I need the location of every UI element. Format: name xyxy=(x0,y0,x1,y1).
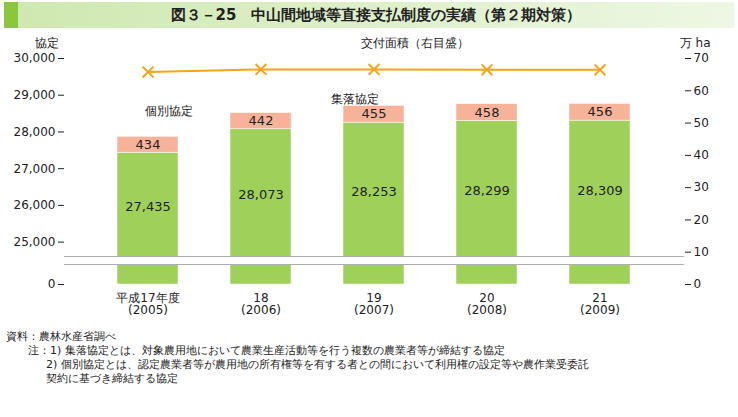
svg-text:30: 30 xyxy=(694,180,709,194)
svg-text:40: 40 xyxy=(694,148,709,162)
svg-text:28,299: 28,299 xyxy=(464,183,510,198)
html-text:図３－25 中山間地域等直接支払制度の実績（第２期対策）: 図３－25 中山間地域等直接支払制度の実績（第２期対策） xyxy=(170,6,582,24)
svg-text:27,000: 27,000 xyxy=(14,162,56,176)
html-text:注：1) 集落協定とは、対象農用地において農業生産活動等を行: 注：1) 集落協定とは、対象農用地において農業生産活動等を行う複数の農業者等が締… xyxy=(28,344,505,357)
svg-text:50: 50 xyxy=(694,116,709,130)
svg-text:28,073: 28,073 xyxy=(238,187,284,202)
html-text:2) 個別協定とは、認定農業者等が農用地の所有権等を有する者: 2) 個別協定とは、認定農業者等が農用地の所有権等を有する者との間において利用権… xyxy=(46,358,589,371)
svg-text:29,000: 29,000 xyxy=(14,88,56,102)
svg-text:28,000: 28,000 xyxy=(14,125,56,139)
svg-text:0: 0 xyxy=(694,277,702,291)
html-text:資料：農林水産省調べ: 資料：農林水産省調べ xyxy=(6,330,116,343)
svg-text:27,435: 27,435 xyxy=(125,199,171,214)
svg-text:60: 60 xyxy=(694,84,709,98)
svg-text:19(2007): 19(2007) xyxy=(354,291,394,317)
svg-text:442: 442 xyxy=(249,113,274,128)
svg-text:70: 70 xyxy=(694,51,709,65)
svg-text:28,253: 28,253 xyxy=(351,184,397,199)
svg-text:455: 455 xyxy=(362,106,387,121)
svg-text:協定: 協定 xyxy=(35,36,59,50)
svg-text:平成17年度(2005): 平成17年度(2005) xyxy=(116,291,179,317)
svg-text:28,309: 28,309 xyxy=(577,183,623,198)
svg-text:個別協定: 個別協定 xyxy=(145,104,193,118)
svg-text:20(2008): 20(2008) xyxy=(467,291,507,317)
svg-text:集落協定: 集落協定 xyxy=(331,92,379,106)
svg-text:10: 10 xyxy=(694,245,709,259)
html-text:契約に基づき締結する協定: 契約に基づき締結する協定 xyxy=(46,372,178,385)
svg-text:458: 458 xyxy=(475,105,500,120)
svg-text:26,000: 26,000 xyxy=(14,198,56,212)
svg-text:20: 20 xyxy=(694,213,709,227)
svg-text:21(2009): 21(2009) xyxy=(580,291,620,317)
svg-text:交付面積（右目盛）: 交付面積（右目盛） xyxy=(361,36,469,50)
svg-text:万 ha: 万 ha xyxy=(680,36,711,50)
svg-text:25,000: 25,000 xyxy=(14,235,56,249)
svg-text:434: 434 xyxy=(136,137,161,152)
svg-text:456: 456 xyxy=(588,104,613,119)
svg-text:18(2006): 18(2006) xyxy=(241,291,281,317)
svg-text:30,000: 30,000 xyxy=(14,51,56,65)
svg-text:0: 0 xyxy=(48,277,56,291)
